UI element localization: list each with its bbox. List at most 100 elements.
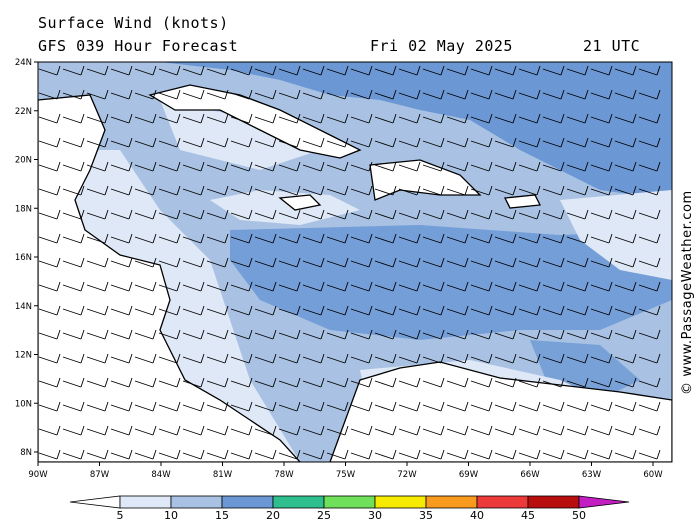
wind-barb bbox=[470, 281, 493, 292]
colorbar-segment bbox=[323, 495, 376, 509]
wind-barb bbox=[230, 425, 253, 436]
wind-barb bbox=[638, 377, 661, 388]
wind-barb bbox=[158, 353, 181, 364]
wind-barb bbox=[110, 305, 133, 316]
colorbar-label: 10 bbox=[164, 509, 178, 522]
wind-barb bbox=[470, 305, 493, 316]
wind-barb bbox=[62, 425, 85, 436]
wind-barb bbox=[302, 449, 325, 460]
wind-barb bbox=[494, 281, 517, 292]
wind-barb bbox=[422, 425, 445, 436]
colorbar-segment bbox=[374, 495, 427, 509]
wind-barb bbox=[446, 305, 469, 316]
wind-barb bbox=[350, 257, 373, 268]
wind-barb bbox=[254, 353, 277, 364]
wind-barb bbox=[278, 449, 301, 460]
wind-barb bbox=[638, 425, 661, 436]
wind-barb bbox=[590, 401, 613, 412]
wind-barb bbox=[254, 329, 277, 340]
wind-barb bbox=[254, 113, 277, 124]
wind-barb bbox=[494, 353, 517, 364]
colorbar-label: 45 bbox=[521, 509, 535, 522]
latitude-labels: 24N 22N 20N 18N 16N 14N 12N 10N 8N bbox=[15, 58, 38, 458]
forecast-date: Fri 02 May 2025 bbox=[370, 37, 513, 55]
wind-barb bbox=[110, 449, 133, 460]
wind-barb bbox=[350, 113, 373, 124]
wind-barb bbox=[590, 113, 613, 124]
wind-barb bbox=[110, 161, 133, 172]
wind-barb bbox=[470, 401, 493, 412]
wind-barb bbox=[422, 257, 445, 268]
wind-barb bbox=[302, 329, 325, 340]
wind-barb bbox=[158, 89, 181, 100]
wind-barb bbox=[494, 233, 517, 244]
wind-barb bbox=[326, 425, 349, 436]
wind-barb bbox=[638, 65, 661, 76]
wind-barb bbox=[302, 257, 325, 268]
wind-barb bbox=[134, 185, 157, 196]
wind-barb bbox=[326, 137, 349, 148]
wind-barb bbox=[38, 113, 61, 124]
wind-barb bbox=[86, 353, 109, 364]
wind-barb bbox=[470, 353, 493, 364]
wind-barb bbox=[206, 185, 229, 196]
wind-barb bbox=[374, 89, 397, 100]
wind-barb bbox=[638, 185, 661, 196]
wind-barb bbox=[62, 209, 85, 220]
wind-barb bbox=[86, 185, 109, 196]
wind-barb bbox=[326, 161, 349, 172]
lat-label: 22N bbox=[15, 107, 32, 117]
wind-barb bbox=[494, 449, 517, 460]
wind-barb bbox=[350, 137, 373, 148]
wind-barb bbox=[182, 161, 205, 172]
wind-barb bbox=[302, 305, 325, 316]
wind-barb bbox=[614, 353, 637, 364]
wind-barb bbox=[350, 305, 373, 316]
wind-barb bbox=[206, 353, 229, 364]
wind-barb bbox=[134, 209, 157, 220]
wind-barb bbox=[470, 185, 493, 196]
wind-barb bbox=[326, 89, 349, 100]
wind-barb bbox=[158, 257, 181, 268]
wind-barb bbox=[182, 89, 205, 100]
wind-barb bbox=[590, 89, 613, 100]
lon-label: 81W bbox=[213, 470, 233, 480]
wind-barb bbox=[566, 89, 589, 100]
wind-barb bbox=[374, 353, 397, 364]
wind-barb bbox=[614, 449, 637, 460]
wind-barb bbox=[278, 89, 301, 100]
wind-barb bbox=[518, 161, 541, 172]
lat-label: 24N bbox=[15, 58, 32, 68]
wind-barb bbox=[614, 305, 637, 316]
wind-barb bbox=[158, 329, 181, 340]
wind-barb bbox=[350, 425, 373, 436]
wind-barb bbox=[38, 89, 61, 100]
wind-barb bbox=[374, 281, 397, 292]
wind-barbs bbox=[38, 65, 661, 460]
wind-barb bbox=[326, 305, 349, 316]
lon-label: 72W bbox=[397, 470, 417, 480]
wind-barb bbox=[350, 233, 373, 244]
wind-barb bbox=[302, 209, 325, 220]
wind-barb bbox=[62, 137, 85, 148]
wind-barb bbox=[62, 281, 85, 292]
wind-barb bbox=[302, 353, 325, 364]
wind-barb bbox=[422, 65, 445, 76]
wind-barb bbox=[206, 329, 229, 340]
wind-barb bbox=[590, 185, 613, 196]
wind-barb bbox=[38, 233, 61, 244]
colorbar-label: 25 bbox=[317, 509, 331, 522]
wind-barb bbox=[278, 185, 301, 196]
wind-barb bbox=[374, 257, 397, 268]
wind-barb bbox=[398, 137, 421, 148]
wind-barb bbox=[62, 161, 85, 172]
wind-barb bbox=[422, 305, 445, 316]
wind-barb bbox=[110, 209, 133, 220]
wind-barb bbox=[182, 449, 205, 460]
wind-barb bbox=[470, 425, 493, 436]
wind-barb bbox=[398, 113, 421, 124]
wind-barb bbox=[470, 65, 493, 76]
wind-barb bbox=[542, 353, 565, 364]
wind-barb bbox=[350, 89, 373, 100]
wind-barb bbox=[182, 329, 205, 340]
